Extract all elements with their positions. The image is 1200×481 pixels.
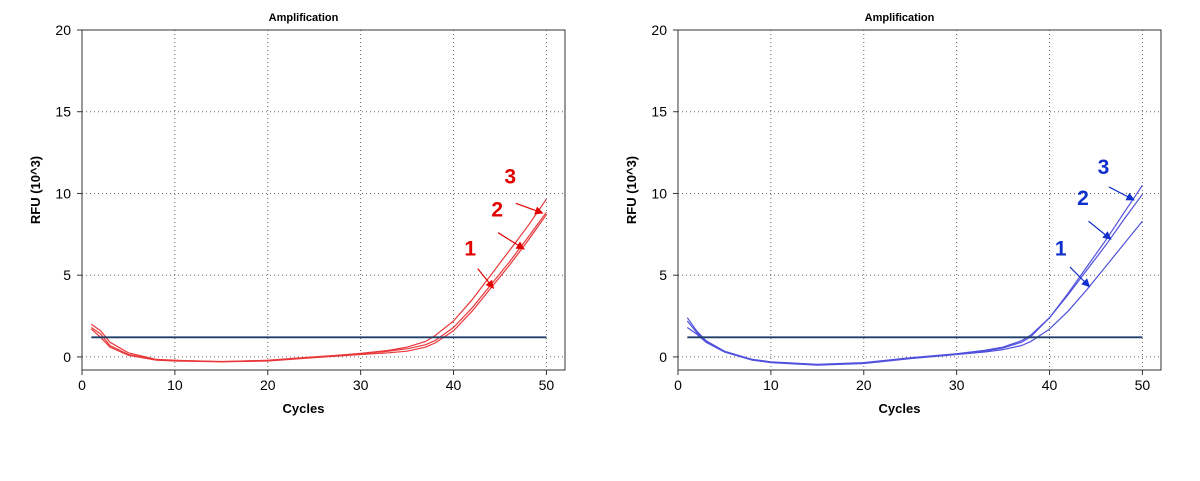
curve-number-label: 1: [1055, 238, 1067, 261]
curve-number-label: 3: [1098, 156, 1110, 179]
chart-title: Amplification: [865, 12, 935, 24]
x-tick-label: 50: [1135, 377, 1151, 393]
y-axis-label: RFU (10^3): [624, 156, 639, 224]
curve-pointer-arrow: [515, 202, 544, 215]
y-tick-label: 0: [659, 349, 667, 365]
y-tick-label: 20: [55, 22, 71, 38]
x-tick-label: 10: [763, 377, 779, 393]
y-axis-label: RFU (10^3): [28, 156, 43, 224]
x-tick-label: 30: [353, 377, 369, 393]
x-tick-label: 50: [539, 377, 555, 393]
x-tick-label: 0: [674, 377, 682, 393]
amplification-chart-right: 0 10 20 30 40 50 0 5 10 15 20 Amplification Cycles RF…: [596, 0, 1196, 481]
y-tick-label: 5: [659, 267, 667, 283]
series-line-1: [686, 220, 1143, 366]
series-line-3: [90, 198, 547, 363]
curve-pointer-arrow: [1088, 220, 1112, 240]
chart-title: Amplification: [269, 12, 339, 24]
x-tick-label: 40: [446, 377, 462, 393]
x-tick-label: 20: [856, 377, 872, 393]
amplification-chart-left: 0 10 20 30 40 50 0 5 10 15 20 Amplification Cycles RF…: [28, 12, 566, 416]
x-tick-label: 40: [1042, 377, 1058, 393]
y-tick-label: 10: [55, 185, 71, 201]
curve-number-label: 1: [464, 238, 476, 261]
y-tick-label: 15: [55, 104, 71, 120]
series-line-3: [686, 184, 1143, 366]
x-axis-label: Cycles: [879, 401, 921, 416]
y-tick-label: 0: [63, 349, 71, 365]
curve-pointer-arrow: [477, 268, 495, 289]
plot-frame: [81, 29, 566, 371]
x-axis-label: Cycles: [283, 401, 325, 416]
curve-pointer-arrow: [497, 232, 525, 250]
y-tick-label: 20: [651, 22, 667, 38]
curve-pointer-arrow: [1108, 186, 1135, 201]
chart-svg-right: 0 10 20 30 40 50 0 5 10 15 20 Amplification Cycles RF…: [624, 12, 1162, 416]
curve-pointer-arrow: [1069, 266, 1091, 288]
x-tick-label: 10: [167, 377, 183, 393]
y-tick-label: 5: [63, 267, 71, 283]
series-line-2: [686, 193, 1143, 365]
series-line-2: [90, 211, 547, 363]
y-tick-label: 15: [651, 104, 667, 120]
plot-frame: [677, 29, 1162, 371]
x-tick-label: 20: [260, 377, 276, 393]
x-tick-label: 30: [949, 377, 965, 393]
curve-number-label: 2: [1077, 187, 1089, 210]
chart-svg-left: 0 10 20 30 40 50 0 5 10 15 20 Amplification Cycles RF…: [28, 12, 566, 416]
y-tick-label: 10: [651, 185, 667, 201]
curve-number-label: 2: [491, 198, 503, 221]
x-tick-label: 0: [78, 377, 86, 393]
curve-number-label: 3: [504, 166, 516, 189]
series-line-1: [90, 214, 547, 363]
